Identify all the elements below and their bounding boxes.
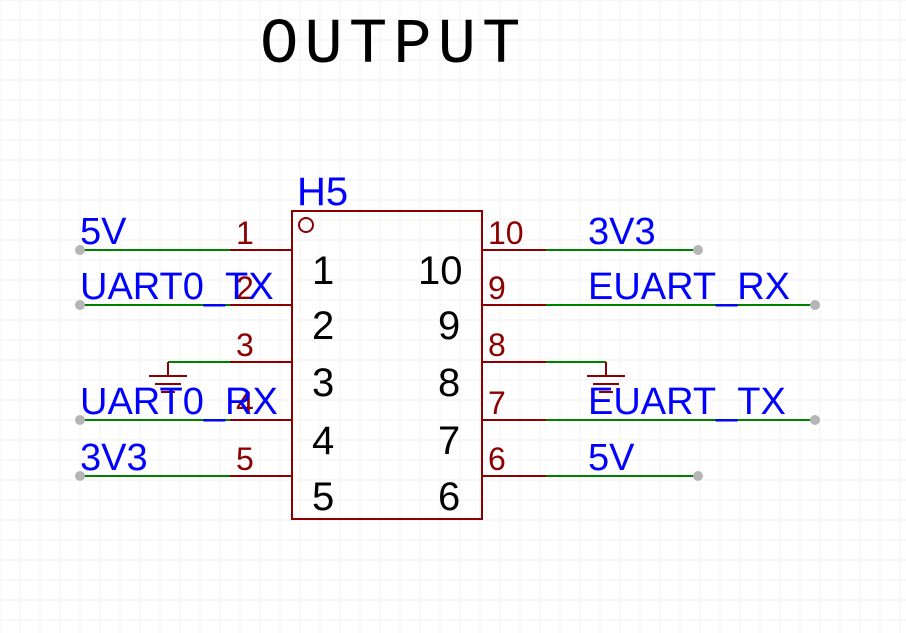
net-label: 3V3 bbox=[588, 211, 656, 253]
pin-body-left: 3 bbox=[312, 361, 334, 405]
pin-body-left: 4 bbox=[312, 419, 334, 463]
net-label: EUART_TX bbox=[588, 381, 786, 423]
net-terminal-dot bbox=[693, 471, 703, 481]
net-label: 3V3 bbox=[80, 437, 148, 479]
pin-body-right: 8 bbox=[438, 361, 460, 405]
schematic-canvas: OUTPUT H5 1122334455 101099887766 5VUART… bbox=[0, 0, 906, 633]
pin-number-right: 10 bbox=[488, 215, 524, 251]
pin-body-left: 2 bbox=[312, 304, 334, 348]
pin-number-left: 5 bbox=[236, 441, 254, 477]
pin-number-left: 1 bbox=[236, 215, 254, 251]
pin-number-right: 6 bbox=[488, 441, 506, 477]
net-label: UART0_TX bbox=[80, 266, 274, 308]
net-terminal-dot bbox=[810, 415, 820, 425]
net-terminal-dot bbox=[693, 245, 703, 255]
pin-number-right: 8 bbox=[488, 327, 506, 363]
net-label: UART0_RX bbox=[80, 381, 278, 423]
component-designator: H5 bbox=[297, 170, 348, 214]
pin-body-right: 6 bbox=[438, 475, 460, 519]
page-title: OUTPUT bbox=[260, 10, 526, 82]
pin-body-left: 5 bbox=[312, 475, 334, 519]
pin-body-right: 9 bbox=[438, 304, 460, 348]
pin-number-right: 9 bbox=[488, 270, 506, 306]
pin-number-right: 7 bbox=[488, 385, 506, 421]
net-terminal-dot bbox=[810, 300, 820, 310]
pin-number-left: 3 bbox=[236, 327, 254, 363]
pin-body-right: 7 bbox=[438, 419, 460, 463]
net-label: 5V bbox=[588, 437, 635, 479]
net-label: EUART_RX bbox=[588, 266, 790, 308]
pin-body-left: 1 bbox=[312, 249, 334, 293]
pin-body-right: 10 bbox=[418, 249, 463, 293]
net-label: 5V bbox=[80, 211, 127, 253]
